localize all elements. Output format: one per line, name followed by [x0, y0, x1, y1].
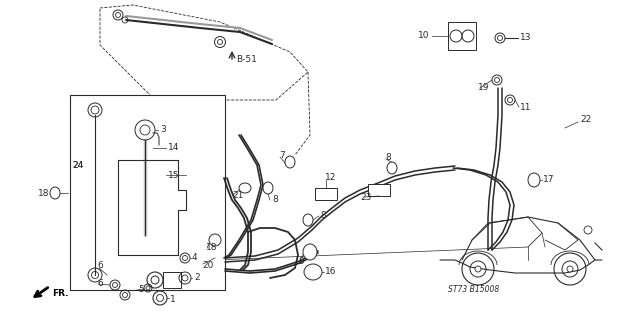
Ellipse shape [50, 187, 60, 199]
Ellipse shape [303, 244, 317, 260]
Circle shape [475, 266, 481, 272]
Text: 18: 18 [38, 188, 49, 197]
Text: 20: 20 [202, 260, 214, 269]
Circle shape [567, 266, 573, 272]
Text: 16: 16 [325, 268, 337, 276]
Text: 9: 9 [298, 258, 304, 267]
Text: B-51: B-51 [236, 55, 257, 65]
Text: 10: 10 [418, 31, 429, 41]
Ellipse shape [285, 156, 295, 168]
Text: 21: 21 [232, 190, 243, 199]
Text: 24: 24 [72, 161, 83, 170]
Text: 14: 14 [168, 143, 179, 153]
Text: 7: 7 [279, 150, 285, 159]
Ellipse shape [387, 162, 397, 174]
Bar [70, 95, 225, 290]
Ellipse shape [209, 234, 221, 246]
Text: ST73 B15008: ST73 B15008 [448, 285, 499, 294]
Text: 3: 3 [160, 125, 165, 134]
Text: 13: 13 [520, 34, 531, 43]
Bar [368, 184, 390, 196]
Bar [315, 188, 337, 200]
Text: 11: 11 [520, 103, 531, 113]
Text: 8: 8 [272, 196, 278, 204]
Ellipse shape [304, 264, 322, 280]
Text: 5: 5 [138, 285, 144, 294]
Text: 23: 23 [360, 194, 372, 203]
Text: 1: 1 [170, 295, 176, 305]
Bar [163, 272, 181, 288]
Ellipse shape [303, 214, 313, 226]
Text: 6: 6 [97, 261, 103, 270]
Text: 6: 6 [97, 279, 103, 289]
Text: 17: 17 [543, 175, 555, 185]
Text: 24: 24 [72, 161, 83, 170]
Text: 12: 12 [325, 173, 337, 182]
Ellipse shape [263, 182, 273, 194]
Text: 8: 8 [320, 211, 326, 220]
Bar [448, 22, 476, 50]
Text: 18: 18 [206, 244, 217, 252]
Text: 8: 8 [385, 154, 391, 163]
Text: 22: 22 [580, 116, 592, 124]
Ellipse shape [239, 183, 251, 193]
Text: 2: 2 [194, 274, 200, 283]
Text: 19: 19 [478, 84, 489, 92]
Text: 15: 15 [168, 171, 179, 180]
Text: FR.: FR. [52, 290, 68, 299]
Ellipse shape [528, 173, 540, 187]
Text: 4: 4 [192, 253, 198, 262]
